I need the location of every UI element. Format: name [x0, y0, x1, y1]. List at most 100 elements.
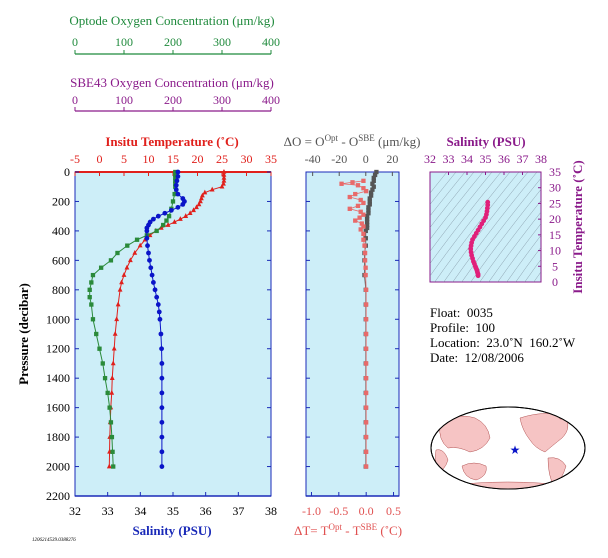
salinity-point [173, 172, 178, 178]
temperature-point [112, 331, 118, 336]
delta_o-point [368, 190, 374, 195]
salinity-point [107, 405, 112, 410]
ts-salinity-tick-label: 36 [498, 152, 510, 166]
pressure-tick-label: 0 [64, 165, 70, 179]
ts-salinity-tick-label: 35 [480, 152, 492, 166]
salinity-point [97, 346, 102, 351]
temperature-point [172, 219, 177, 224]
delta_t-point [364, 346, 369, 351]
ts-temperature-label: Insitu Temperature (˚C) [570, 160, 585, 293]
sbe-tick-0: 0 [72, 93, 78, 107]
temperature-point [114, 316, 120, 322]
sbe_oxygen-point [158, 331, 164, 337]
density-contour [533, 271, 541, 282]
ts-salinity-tick-label: 34 [461, 152, 473, 166]
salinity-point [94, 331, 99, 337]
density-contour [430, 172, 484, 240]
delta_t-point [361, 231, 366, 237]
density-contour [524, 258, 541, 282]
salinity-tick-label: 32 [69, 504, 81, 518]
delta_t-point [363, 272, 368, 278]
temperature-point [187, 210, 193, 216]
delta_t-point [358, 197, 363, 203]
temperature-point [121, 272, 127, 277]
delta_t-point [364, 317, 369, 322]
delta_t-point [364, 464, 369, 469]
density-contour [461, 177, 541, 282]
ts-temp-tick-label: 0 [552, 275, 558, 289]
salinity-point [90, 272, 96, 278]
delta_t-point [350, 180, 355, 185]
sbe_oxygen-point [156, 309, 162, 315]
salinity-point [98, 265, 104, 270]
delta_t-point [364, 434, 369, 440]
temp-tick-label: 25 [216, 152, 228, 166]
delta_t-point [364, 188, 369, 194]
temperature-point [221, 171, 227, 177]
density-contour [430, 172, 493, 252]
temperature-point [196, 201, 202, 207]
temperature-point [183, 213, 189, 218]
delta_o-point [370, 187, 375, 192]
salinity-axis-label: Salinity (PSU) [132, 523, 211, 538]
temp-tick-label: 35 [265, 152, 277, 166]
density-contour [515, 246, 541, 282]
sbe_oxygen-point [175, 174, 181, 179]
delta_o-point [364, 216, 370, 222]
delta_t-point [364, 390, 369, 396]
sbe-tick-3: 300 [213, 93, 231, 107]
salinity-point [115, 250, 120, 256]
delta_t-point [347, 194, 352, 200]
delta_o-point [364, 219, 370, 225]
delta-t-axis-label: ΔT= TOpt - TSBE (˚C) [294, 522, 402, 538]
optode-tick-1: 100 [115, 35, 133, 49]
density-contour [452, 172, 538, 282]
salinity-tick-label: 33 [102, 504, 114, 518]
map-land-africa [435, 449, 449, 471]
optode-tick-0: 0 [72, 35, 78, 49]
salinity-tick-label: 38 [265, 504, 277, 518]
pressure-tick-label: 1600 [46, 401, 70, 415]
temperature-point [137, 242, 143, 248]
delta-o-tick-label: -20 [331, 152, 347, 166]
sbe_oxygen-point [159, 405, 165, 411]
float-position-marker: ★ [510, 443, 521, 457]
sbe_oxygen-point [159, 390, 165, 396]
density-contour [430, 172, 475, 228]
density-contour [430, 172, 448, 194]
sbe_oxygen-point [173, 187, 179, 193]
optode-tick-2: 200 [164, 35, 182, 49]
temperature-point [219, 183, 225, 189]
salinity-point [90, 317, 96, 322]
sbe_oxygen-point [159, 434, 165, 440]
delta_o-point [366, 205, 371, 210]
temperature-point [194, 204, 199, 210]
sbe-axis-title: SBE43 Oxygen Concentration (μm/kg) [70, 75, 274, 90]
delta_o-point [372, 172, 378, 178]
delta_o-point [367, 196, 372, 201]
salinity-point [89, 302, 94, 307]
float-location: Location: 23.0˚N 160.2˚W [430, 335, 576, 350]
temperature-point [109, 389, 115, 395]
delta_t-point [347, 206, 352, 211]
delta_t-point [358, 209, 363, 214]
delta_o-point [366, 208, 371, 213]
delta_o-point [368, 193, 374, 198]
ts-point [485, 199, 491, 205]
delta_o-point [371, 178, 376, 183]
sbe_oxygen-point [168, 207, 174, 213]
delta_t-point [361, 178, 366, 183]
delta_o-point [363, 236, 368, 241]
delta_t-point [358, 227, 363, 232]
density-contour [430, 172, 511, 277]
salinity-tick-label: 37 [232, 504, 244, 518]
delta_t-point [364, 449, 369, 454]
sbe_oxygen-point [175, 191, 181, 197]
delta_o-point [366, 211, 371, 216]
pressure-tick-label: 200 [52, 194, 70, 208]
delta_t-point [353, 218, 358, 223]
salinity-point [102, 376, 108, 381]
sbe_oxygen-point [151, 216, 156, 222]
temperature-point [132, 250, 138, 255]
salinity-point [89, 280, 94, 285]
